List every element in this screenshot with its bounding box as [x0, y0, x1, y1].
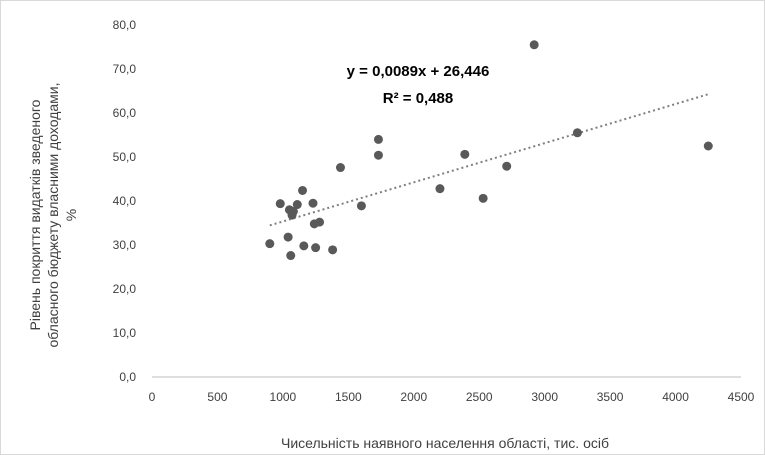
x-tick-label: 1500 [335, 390, 362, 404]
x-axis-title: Чисельність наявного населення області, … [281, 435, 609, 451]
trendline-group [269, 93, 709, 227]
trendline-equation: y = 0,0089x + 26,446 [347, 63, 490, 80]
data-point [502, 161, 512, 171]
y-tick-labels: 0,0 10,0 20,0 30,0 40,0 50,0 60,0 70,0 80,0 [113, 18, 137, 384]
y-tick-label: 30,0 [113, 238, 137, 252]
data-point [328, 245, 338, 255]
x-tick-label: 0 [149, 390, 156, 404]
data-point [283, 232, 293, 242]
y-tick-label: 50,0 [113, 150, 137, 164]
data-point [311, 243, 321, 253]
data-point [286, 251, 296, 261]
y-axis-title-line-3: % [63, 209, 79, 221]
x-tick-label: 500 [207, 390, 227, 404]
data-point [435, 184, 445, 194]
data-point [315, 217, 325, 227]
data-point [373, 150, 383, 160]
y-axis-title-line-1: Рівень покриття видатків зведеного [27, 99, 43, 330]
data-point [572, 128, 582, 138]
trendline-r2: R² = 0,488 [383, 90, 453, 107]
data-point [478, 193, 488, 203]
data-point [335, 163, 345, 173]
x-tick-label: 2000 [400, 390, 427, 404]
data-point [292, 200, 302, 210]
data-points [265, 40, 713, 261]
data-point [373, 134, 383, 144]
data-point [288, 207, 298, 217]
x-tick-label: 1000 [270, 390, 297, 404]
y-tick-label: 20,0 [113, 282, 137, 296]
y-tick-label: 60,0 [113, 106, 137, 120]
data-point [299, 241, 309, 251]
data-point [529, 40, 539, 50]
data-point [275, 199, 285, 209]
x-tick-label: 2500 [466, 390, 493, 404]
data-point [460, 149, 470, 159]
y-tick-label: 0,0 [119, 370, 136, 384]
x-tick-label: 4500 [728, 390, 755, 404]
data-point [298, 185, 308, 195]
y-tick-label: 10,0 [113, 326, 137, 340]
data-point [356, 201, 366, 211]
y-tick-label: 80,0 [113, 18, 137, 32]
data-point [265, 239, 275, 249]
y-tick-label: 40,0 [113, 194, 137, 208]
x-tick-label: 3000 [531, 390, 558, 404]
x-tick-label: 4000 [662, 390, 689, 404]
x-tick-labels: 0 500 1000 1500 2000 2500 3000 3500 4000 4500 [149, 390, 755, 404]
x-tick-label: 3500 [597, 390, 624, 404]
data-point [308, 198, 318, 208]
y-tick-label: 70,0 [113, 62, 137, 76]
trendline [269, 93, 709, 227]
y-axis-title-line-2: обласного бюджету власними доходами, [45, 82, 61, 347]
data-point [703, 141, 713, 151]
